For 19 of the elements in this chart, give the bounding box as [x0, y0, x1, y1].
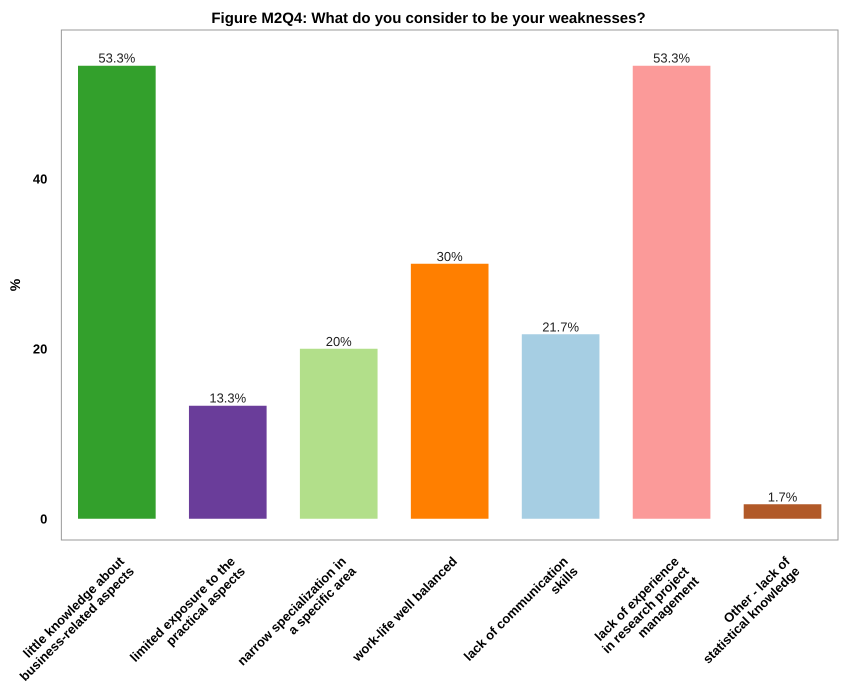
y-tick-label: 0 [40, 511, 48, 526]
bar [78, 66, 156, 519]
y-tick-label: 20 [32, 341, 48, 356]
chart-title: Figure M2Q4: What do you consider to be your weaknesses? [211, 10, 646, 27]
bar [744, 504, 822, 519]
bar [632, 66, 710, 519]
data-label: 20% [326, 334, 352, 349]
data-label: 53.3% [98, 50, 136, 66]
data-label: 1.7% [768, 489, 798, 504]
data-label: 13.3% [209, 390, 247, 406]
data-label: 53.3% [653, 50, 690, 66]
y-tick-label: 40 [32, 171, 48, 186]
bar [300, 348, 378, 519]
data-label: 21.7% [542, 319, 580, 334]
bar [522, 334, 600, 519]
data-label: 30% [436, 248, 464, 264]
y-axis-title: % [7, 278, 23, 292]
bar [410, 264, 489, 519]
bar [188, 406, 267, 519]
